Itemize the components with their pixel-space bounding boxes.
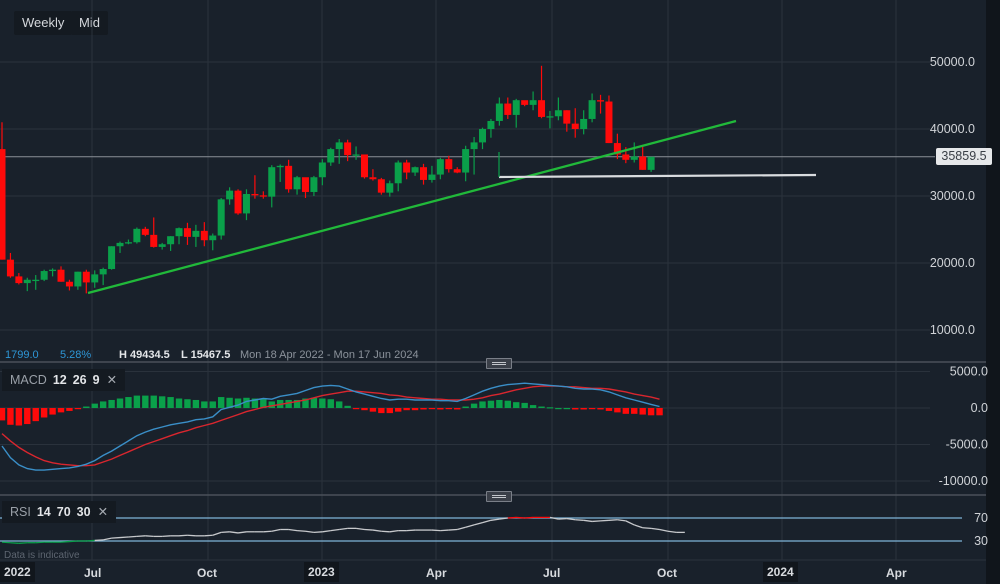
interval-selector[interactable]: Weekly	[14, 11, 73, 35]
rsi-y-axis-label: 70	[974, 511, 988, 525]
y-axis-label: 10000.0	[930, 323, 975, 337]
x-label-apr-2024: Apr	[886, 566, 907, 580]
price-type-selector[interactable]: Mid	[71, 11, 108, 35]
change-percent: 5.28%	[60, 349, 92, 361]
support-line[interactable]	[498, 173, 817, 179]
x-label-oct-2023: Oct	[657, 566, 678, 580]
x-label-apr-2023: Apr	[426, 566, 447, 580]
y-axis-label: 50000.0	[930, 55, 975, 69]
trendline[interactable]	[87, 119, 737, 295]
data-indicative-note: Data is indicative	[4, 550, 80, 561]
macd-signal-line	[1, 385, 660, 467]
period-low: L 15467.5	[181, 349, 231, 361]
period-high: H 49434.5	[119, 349, 170, 361]
x-label-2023: 2023	[304, 562, 339, 582]
candles	[0, 65, 655, 294]
macd-param-slow: 26	[72, 373, 87, 387]
rsi-close-icon[interactable]: ✕	[97, 505, 109, 519]
y-axis-label: 20000.0	[930, 256, 975, 270]
rsi-label: RSI	[10, 505, 31, 519]
x-label-jul-2022: Jul	[84, 566, 102, 580]
x-label-jul-2023: Jul	[543, 566, 561, 580]
x-label-oct-2022: Oct	[197, 566, 218, 580]
macd-param-fast: 12	[52, 373, 67, 387]
rsi-param-lower: 30	[76, 505, 91, 519]
macd-line	[1, 382, 660, 471]
change-value: 1799.0	[5, 349, 39, 361]
current-price-tag: 35859.5	[936, 148, 992, 165]
rsi-pane-resize-handle[interactable]	[486, 491, 512, 502]
date-range: Mon 18 Apr 2022 - Mon 17 Jun 2024	[240, 349, 419, 361]
macd-label: MACD	[10, 373, 47, 387]
macd-legend: MACD 12 26 9 ✕	[2, 369, 126, 391]
macd-pane-resize-handle[interactable]	[486, 358, 512, 369]
macd-param-signal: 9	[92, 373, 100, 387]
x-label-2022: 2022	[0, 562, 35, 582]
x-label-2024: 2024	[763, 562, 798, 582]
rsi-y-axis-label: 30	[974, 534, 988, 548]
rsi-param-upper: 70	[56, 505, 71, 519]
macd-close-icon[interactable]: ✕	[106, 373, 118, 387]
macd-y-axis-label: 5000.0	[950, 365, 988, 379]
macd-y-axis-label: 0.0	[971, 401, 988, 415]
rsi-legend: RSI 14 70 30 ✕	[2, 501, 117, 523]
y-axis-label: 40000.0	[930, 122, 975, 136]
rsi-param-period: 14	[36, 505, 51, 519]
macd-y-axis-label: -10000.0	[939, 474, 988, 488]
y-axis-label: 30000.0	[930, 189, 975, 203]
macd-histogram	[0, 395, 663, 426]
macd-y-axis-label: -5000.0	[946, 438, 988, 452]
